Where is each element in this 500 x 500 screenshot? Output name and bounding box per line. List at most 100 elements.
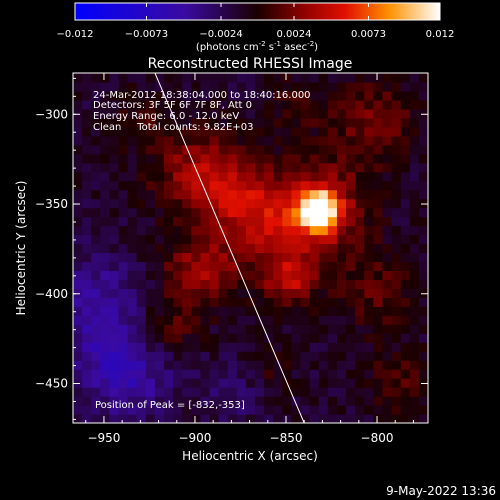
heatmap-cell (236, 279, 247, 289)
heatmap-cell (346, 90, 356, 101)
heatmap-cell (346, 144, 356, 155)
heatmap-cell (382, 252, 393, 263)
heatmap-cell (282, 315, 293, 325)
heatmap-cell (318, 306, 329, 316)
heatmap-cell (336, 207, 347, 218)
heatmap-cell (364, 81, 374, 92)
heatmap-cell (309, 144, 320, 155)
heatmap-cell (327, 252, 338, 263)
heatmap-cell (291, 306, 302, 316)
heatmap-cell (273, 342, 283, 352)
heatmap-cell (327, 198, 338, 209)
heatmap-cell (255, 108, 265, 119)
heatmap-cell (273, 180, 283, 191)
heatmap-cell (200, 153, 211, 164)
heatmap-cell (373, 243, 384, 254)
heatmap-cell (373, 351, 384, 361)
heatmap-cell (273, 306, 283, 316)
heatmap-cell (373, 342, 384, 352)
heatmap-cell (136, 90, 147, 101)
heatmap-cell (373, 288, 384, 298)
heatmap-cell (346, 162, 356, 173)
heatmap-cell (91, 135, 101, 146)
x-axis-label: Heliocentric X (arcsec) (182, 449, 318, 463)
heatmap-cell (73, 162, 83, 173)
heatmap-cell (91, 126, 101, 137)
annotation-peak-position: Position of Peak = [-832,-353] (95, 400, 245, 411)
heatmap-cell (209, 81, 220, 92)
y-axis: −300−350−400−450 (35, 77, 428, 420)
y-axis-label: Heliocentric Y (arcsec) (14, 181, 28, 316)
heatmap-cell (218, 378, 229, 388)
heatmap-cell (91, 297, 101, 307)
heatmap-cell (291, 288, 302, 298)
heatmap-cell (164, 306, 174, 316)
heatmap-cell (245, 369, 256, 379)
heatmap-cell (418, 288, 428, 298)
heatmap-cell (245, 234, 256, 245)
heatmap-cell (236, 198, 247, 209)
heatmap-cell (73, 144, 83, 155)
heatmap-cell (227, 171, 238, 182)
heatmap-cell (82, 378, 92, 388)
x-tick-label: −900 (178, 431, 211, 445)
heatmap-cell (273, 396, 283, 406)
heatmap-cell (154, 73, 165, 83)
heatmap-cell (373, 108, 384, 119)
heatmap-cell (145, 396, 156, 406)
heatmap-cell (282, 396, 293, 406)
heatmap-cell (264, 225, 274, 236)
heatmap-cell (282, 333, 293, 343)
heatmap-cell (336, 90, 347, 101)
heatmap-cell (264, 414, 274, 423)
heatmap-cell (100, 180, 111, 191)
heatmap-cell (236, 180, 247, 191)
heatmap-cell (209, 234, 220, 245)
heatmap-cell (91, 81, 101, 92)
heatmap-cell (291, 180, 302, 191)
heatmap-cell (327, 108, 338, 119)
heatmap-cell (154, 171, 165, 182)
heatmap-cell (346, 216, 356, 227)
heatmap-cell (346, 324, 356, 334)
heatmap-cell (236, 297, 247, 307)
heatmap-cell (400, 90, 411, 101)
heatmap-cell (318, 162, 329, 173)
heatmap-cell (236, 207, 247, 218)
heatmap-cell (100, 243, 111, 254)
heatmap-cell (264, 162, 274, 173)
heatmap-cell (191, 297, 202, 307)
heatmap-cell (300, 234, 311, 245)
heatmap-cell (273, 216, 283, 227)
heatmap-cell (273, 126, 283, 137)
heatmap-cell (273, 99, 283, 110)
heatmap-cell (273, 207, 283, 218)
heatmap-cell (100, 297, 111, 307)
heatmap-cell (273, 261, 283, 272)
heatmap-cell (191, 189, 202, 200)
heatmap-cell (255, 351, 265, 361)
annotation-time-range: 24-Mar-2012 18:38:04.000 to 18:40:16.000 (93, 90, 311, 101)
heatmap-cell (109, 162, 120, 173)
heatmap-cell (391, 126, 402, 137)
heatmap-cell (218, 81, 229, 92)
heatmap-cell (418, 297, 428, 307)
heatmap-cell (236, 396, 247, 406)
heatmap-cell (200, 171, 211, 182)
colorbar-tick-label: −0.012 (56, 29, 93, 40)
heatmap-cell (400, 414, 411, 423)
heatmap-cell (200, 216, 211, 227)
heatmap-cell (355, 81, 365, 92)
heatmap-cell (127, 405, 138, 415)
heatmap-cell (273, 225, 283, 236)
heatmap-cell (300, 135, 311, 146)
heatmap-cell (300, 225, 311, 236)
heatmap-cell (191, 225, 202, 236)
heatmap-cell (136, 153, 147, 164)
heatmap-cell (127, 270, 138, 281)
heatmap-cell (82, 405, 92, 415)
heatmap-cell (300, 342, 311, 352)
heatmap-cell (164, 243, 174, 254)
heatmap-cell (200, 126, 211, 137)
heatmap-cell (182, 135, 192, 146)
